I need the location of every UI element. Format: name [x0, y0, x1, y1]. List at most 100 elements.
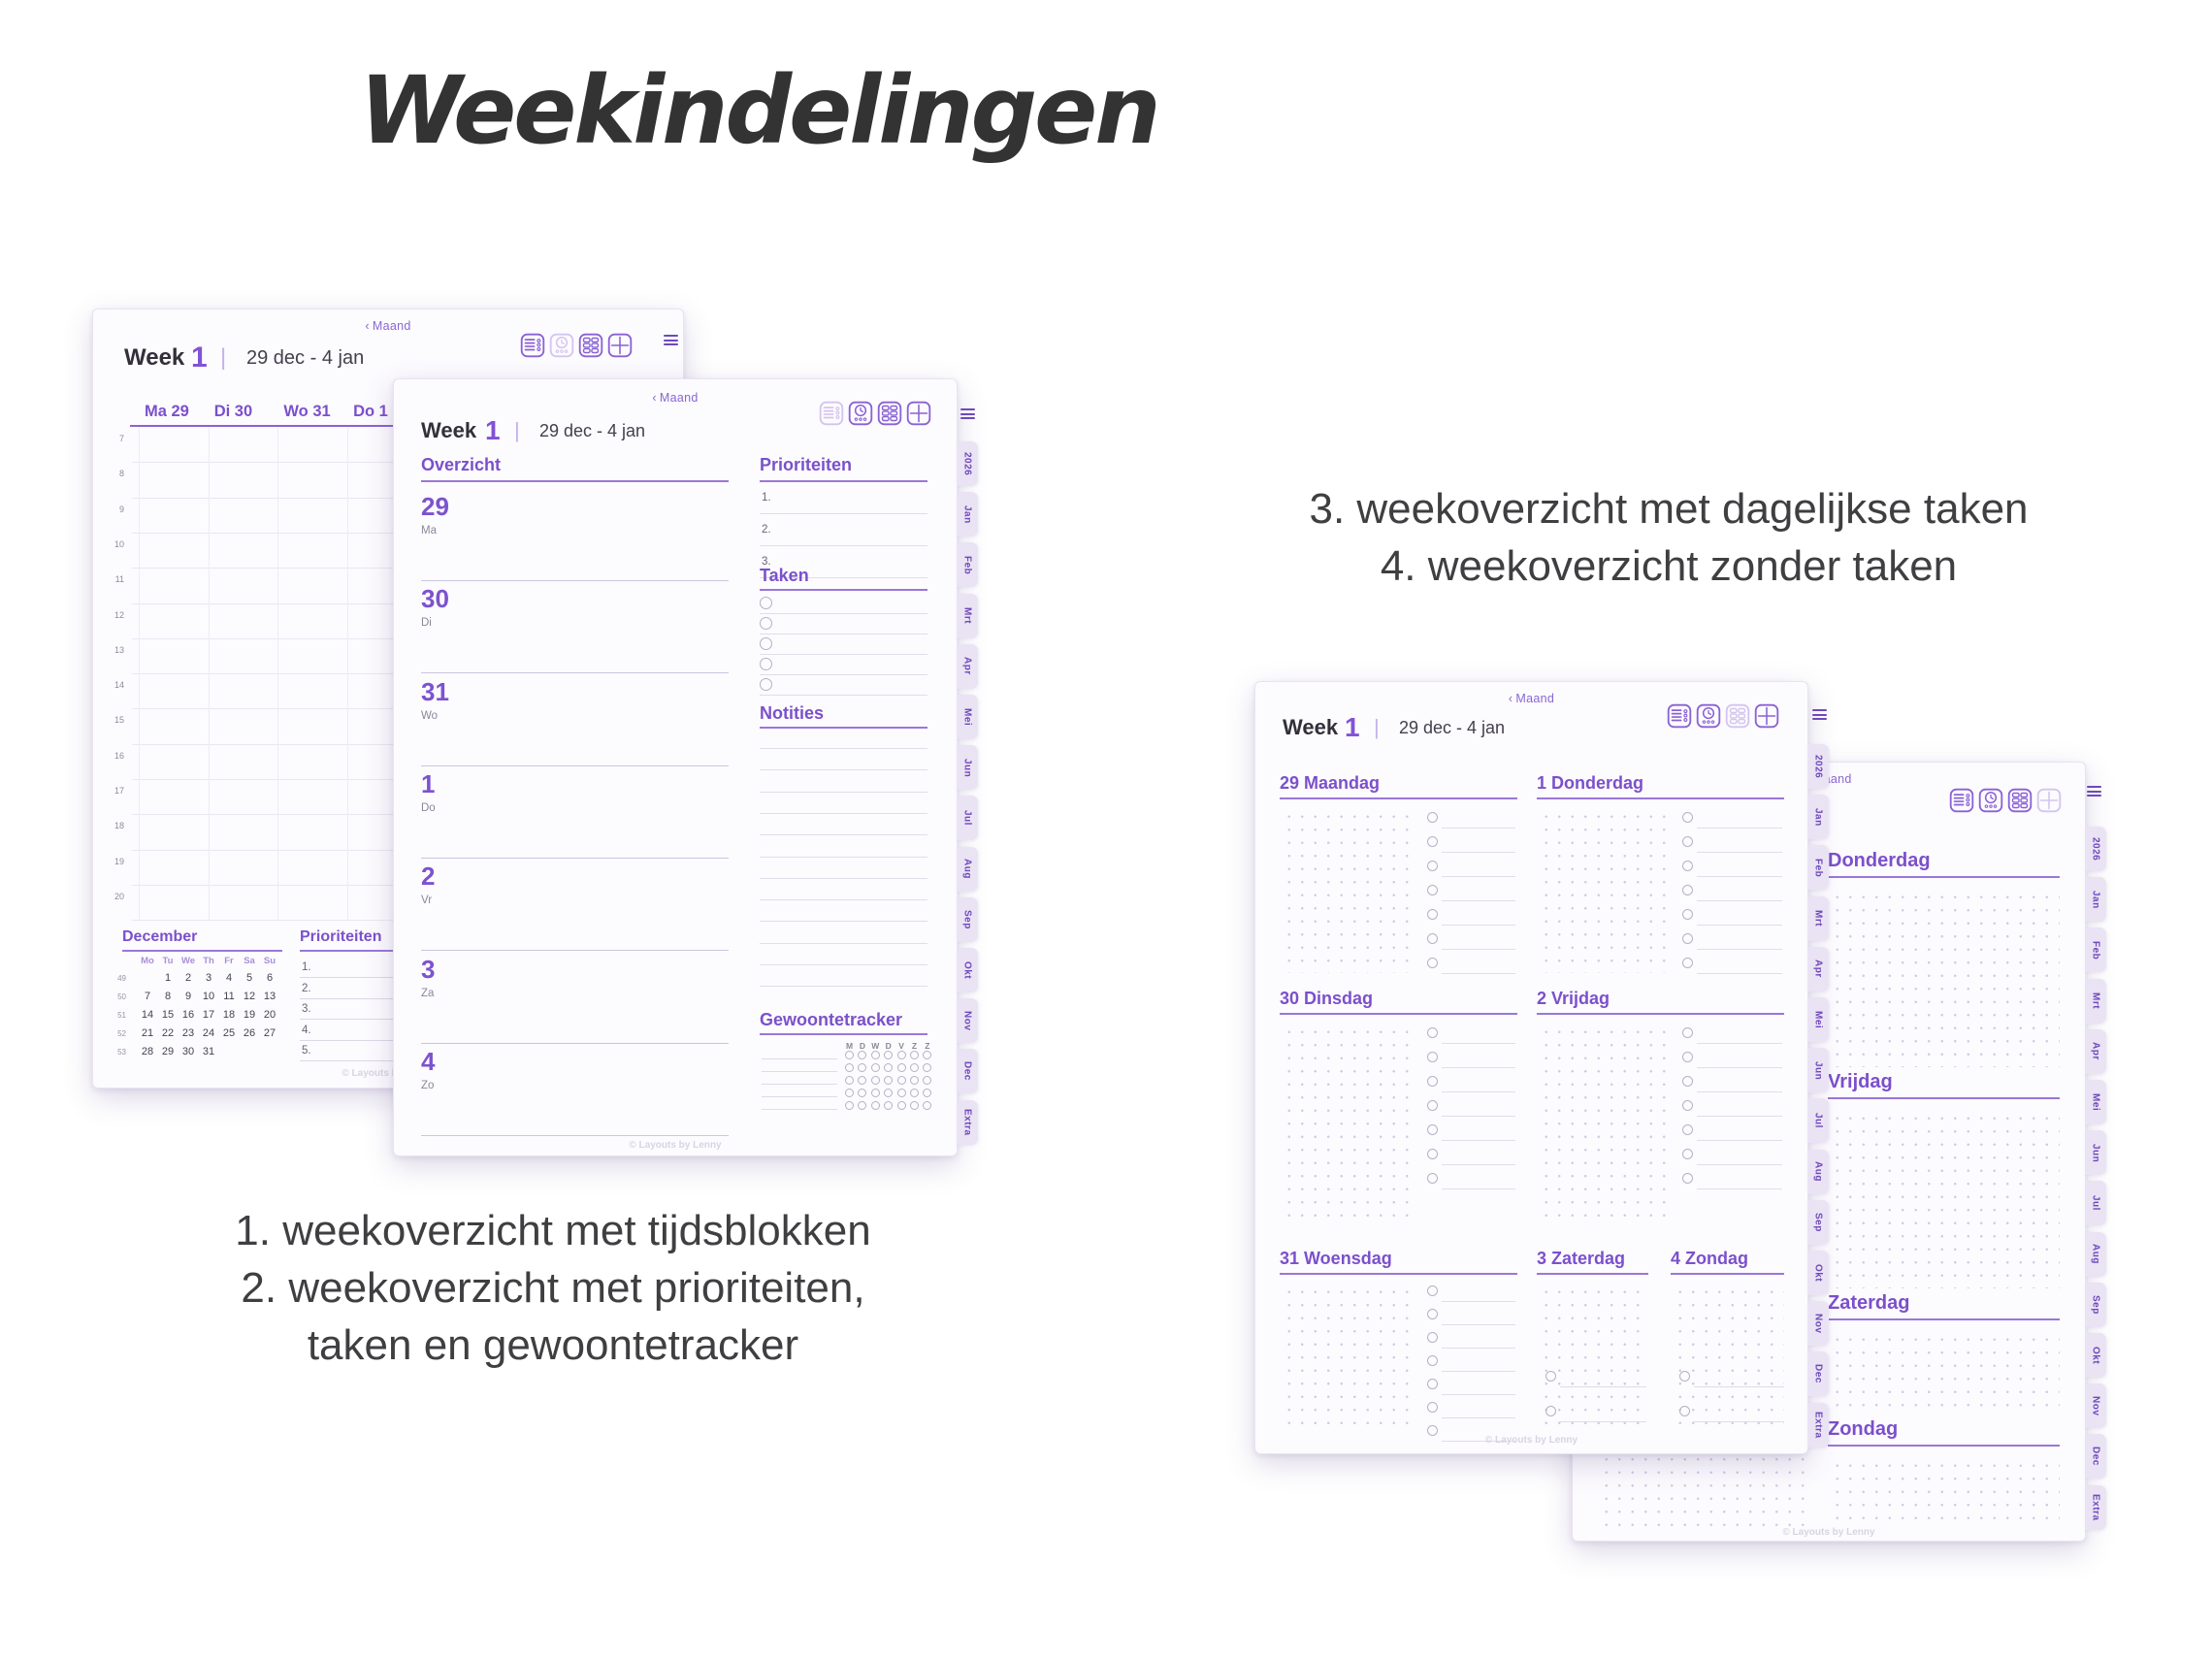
tab-okt[interactable]: Okt [2085, 1333, 2106, 1378]
task-circle[interactable] [1682, 1100, 1693, 1111]
tab-okt[interactable]: Okt [1807, 1251, 1829, 1295]
tab-apr[interactable]: Apr [957, 643, 978, 689]
task-circle[interactable] [1427, 1309, 1438, 1319]
list-layout-icon[interactable] [1949, 788, 1974, 813]
task-circle[interactable] [1682, 861, 1693, 871]
task-circle[interactable] [760, 658, 772, 670]
tab-jul[interactable]: Jul [1807, 1098, 1829, 1144]
tab-jan[interactable]: Jan [2085, 877, 2106, 923]
task-circle[interactable] [1682, 958, 1693, 968]
tab-mei[interactable]: Mei [1807, 997, 1829, 1042]
task-circle[interactable] [1427, 1425, 1438, 1436]
mini-calendar-day[interactable]: 3 [205, 972, 212, 984]
mini-calendar-day[interactable]: 15 [161, 1009, 175, 1021]
task-circle[interactable] [1427, 933, 1438, 944]
task-circle[interactable] [1682, 885, 1693, 895]
habit-circle[interactable] [884, 1051, 894, 1059]
tab-sep[interactable]: Sep [957, 896, 978, 942]
tab-apr[interactable]: Apr [1807, 946, 1829, 992]
habit-circle[interactable] [858, 1075, 867, 1085]
task-circle[interactable] [760, 637, 772, 650]
tab-sep[interactable]: Sep [2085, 1282, 2106, 1327]
task-circle[interactable] [1545, 1406, 1556, 1416]
task-circle[interactable] [1682, 1124, 1693, 1135]
tab-aug[interactable]: Aug [2085, 1231, 2106, 1277]
habit-circle[interactable] [870, 1051, 880, 1059]
tab-mei[interactable]: Mei [957, 695, 978, 739]
list-layout-icon[interactable] [819, 401, 844, 426]
time-blocks-layout-icon[interactable] [1696, 703, 1721, 729]
mini-calendar-day[interactable]: 1 [164, 972, 172, 984]
task-circle[interactable] [760, 597, 772, 609]
mini-calendar-day[interactable]: 17 [202, 1009, 215, 1021]
task-circle[interactable] [1427, 958, 1438, 968]
mini-calendar-day[interactable]: 23 [181, 1027, 195, 1039]
list-layout-icon[interactable] [1667, 703, 1692, 729]
task-circle[interactable] [1427, 1076, 1438, 1087]
mini-calendar-day[interactable]: 30 [181, 1046, 195, 1057]
task-circle[interactable] [1682, 1149, 1693, 1159]
blank-layout-icon[interactable] [906, 401, 931, 426]
task-circle[interactable] [1682, 909, 1693, 920]
mini-calendar-day[interactable]: 31 [202, 1046, 215, 1057]
task-circle[interactable] [1427, 861, 1438, 871]
tab-feb[interactable]: Feb [1807, 845, 1829, 891]
task-circle[interactable] [1682, 812, 1693, 823]
back-to-month-link[interactable]: ‹Maand [394, 391, 957, 405]
habit-circle[interactable] [884, 1062, 894, 1072]
mini-calendar-day[interactable]: 22 [161, 1027, 175, 1039]
habit-circle[interactable] [923, 1075, 932, 1085]
habit-circle[interactable] [910, 1051, 919, 1059]
habit-circle[interactable] [923, 1062, 932, 1072]
mini-calendar-day[interactable]: 14 [141, 1009, 154, 1021]
task-circle[interactable] [1679, 1371, 1690, 1382]
tab-dec[interactable]: Dec [2085, 1434, 2106, 1480]
mini-calendar-day[interactable]: 20 [263, 1009, 276, 1021]
habit-circle[interactable] [896, 1088, 906, 1097]
task-circle[interactable] [1427, 1285, 1438, 1296]
daily-tasks-layout-icon[interactable] [578, 333, 603, 358]
tab-mrt[interactable]: Mrt [957, 593, 978, 638]
habit-circle[interactable] [845, 1100, 854, 1110]
task-circle[interactable] [1682, 1027, 1693, 1038]
tab-sep[interactable]: Sep [1807, 1199, 1829, 1245]
habit-circle[interactable] [858, 1051, 867, 1059]
mini-calendar-day[interactable]: 26 [243, 1027, 256, 1039]
tab-aug[interactable]: Aug [1807, 1149, 1829, 1194]
habit-circle[interactable] [845, 1088, 854, 1097]
task-circle[interactable] [1682, 1076, 1693, 1087]
task-circle[interactable] [1427, 1402, 1438, 1413]
tab-extra[interactable]: Extra [1807, 1402, 1829, 1448]
menu-icon[interactable] [664, 335, 678, 348]
mini-calendar-day[interactable]: 12 [243, 991, 256, 1002]
back-to-month-link[interactable]: ‹Maand [1255, 692, 1807, 705]
task-circle[interactable] [1679, 1406, 1690, 1416]
task-circle[interactable] [1682, 933, 1693, 944]
tab-aug[interactable]: Aug [957, 846, 978, 892]
task-circle[interactable] [1427, 1173, 1438, 1184]
mini-calendar-day[interactable]: 4 [225, 972, 233, 984]
habit-circle[interactable] [910, 1088, 919, 1097]
menu-icon[interactable] [1812, 709, 1827, 723]
mini-calendar-day[interactable]: 18 [222, 1009, 236, 1021]
blank-layout-icon[interactable] [1754, 703, 1779, 729]
tab-jun[interactable]: Jun [1807, 1048, 1829, 1093]
tab-feb[interactable]: Feb [957, 542, 978, 588]
time-blocks-layout-icon[interactable] [549, 333, 574, 358]
tab-jan[interactable]: Jan [1807, 795, 1829, 840]
task-circle[interactable] [1427, 1149, 1438, 1159]
task-circle[interactable] [1427, 1124, 1438, 1135]
task-circle[interactable] [1427, 812, 1438, 823]
task-circle[interactable] [1427, 885, 1438, 895]
habit-circle[interactable] [845, 1075, 854, 1085]
task-circle[interactable] [1682, 836, 1693, 847]
task-circle[interactable] [1427, 1052, 1438, 1062]
mini-calendar-day[interactable]: 9 [184, 991, 192, 1002]
habit-circle[interactable] [923, 1088, 932, 1097]
tab-2026[interactable]: 2026 [957, 441, 978, 486]
mini-calendar-day[interactable]: 6 [266, 972, 274, 984]
tab-jun[interactable]: Jun [2085, 1130, 2106, 1176]
habit-circle[interactable] [858, 1088, 867, 1097]
habit-circle[interactable] [845, 1062, 854, 1072]
task-circle[interactable] [1682, 1173, 1693, 1184]
